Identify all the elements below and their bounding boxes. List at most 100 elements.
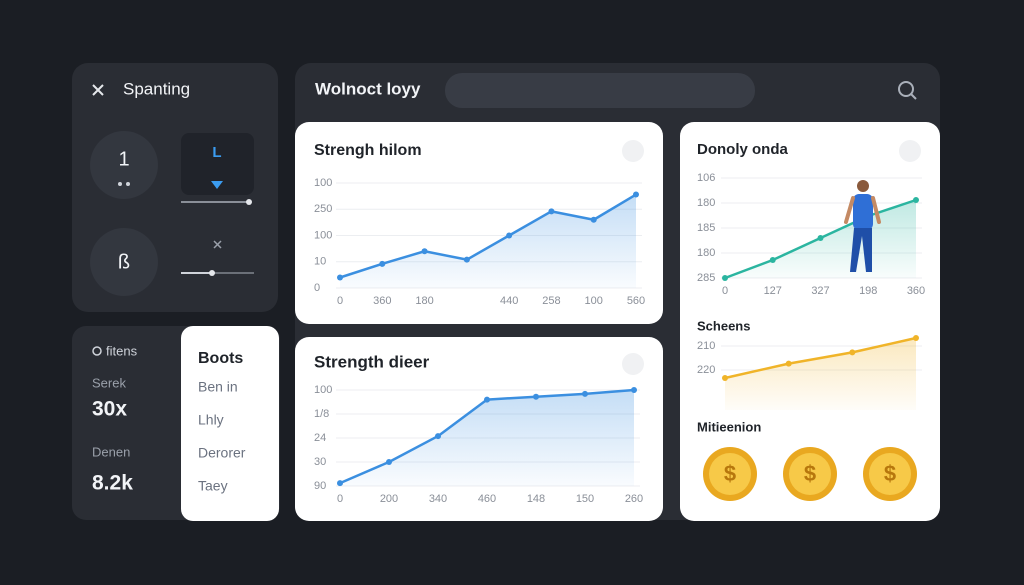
point (590, 216, 597, 223)
toggle-box[interactable] (181, 133, 254, 195)
stat-label: Denen (92, 444, 130, 459)
menu-item[interactable]: Ben in (198, 379, 238, 395)
x-tick-label: 200 (380, 493, 398, 505)
point (463, 256, 470, 263)
point (337, 274, 343, 281)
point (506, 232, 513, 239)
area (340, 194, 636, 288)
y-tick-label: 180 (697, 197, 715, 209)
x-tick-label: 340 (429, 493, 447, 505)
y-tick-label: 106 (697, 172, 715, 184)
y-tick-label: 220 (697, 364, 715, 376)
x-tick-label: 127 (764, 285, 782, 297)
coin-symbol: $ (884, 461, 896, 486)
x-tick-label: 0 (722, 285, 728, 297)
x-tick-label: 258 (542, 295, 560, 307)
y-tick-label: 210 (697, 340, 715, 352)
point (548, 208, 555, 215)
point (421, 248, 428, 255)
dot (118, 182, 122, 186)
icon-letter: ß (118, 251, 130, 273)
y-tick-label: 180 (697, 247, 715, 259)
search-icon[interactable] (898, 81, 914, 97)
point (849, 349, 856, 356)
point (722, 375, 728, 381)
x-tick-label: 180 (415, 295, 433, 307)
menu-item[interactable]: Taey (198, 478, 228, 494)
area (340, 390, 634, 486)
x-tick-label: 327 (811, 285, 829, 297)
coin-face (869, 453, 911, 495)
line (724, 336, 917, 380)
y-tick-label: 250 (314, 203, 332, 215)
area (725, 338, 916, 410)
menu-item[interactable]: Lhly (198, 412, 224, 428)
point (785, 360, 792, 367)
point (484, 396, 490, 403)
x-tick-label: 360 (907, 285, 925, 297)
x-tick-label: 100 (585, 295, 603, 307)
point (913, 335, 919, 341)
point (337, 480, 343, 487)
point (379, 260, 386, 267)
sidebar-title: Spanting (123, 79, 190, 98)
y-tick-label: 100 (314, 177, 332, 189)
menu-title: Boots (198, 350, 243, 367)
stats-icon (92, 346, 102, 356)
x-tick-label: 560 (627, 295, 645, 307)
point (633, 191, 639, 198)
coins: $ $ $ (703, 447, 917, 501)
point (769, 257, 776, 263)
small-close-icon[interactable] (213, 240, 222, 249)
y-tick-label: 90 (314, 480, 326, 492)
dot (126, 182, 130, 186)
chart-title: Strength dieer (314, 352, 430, 371)
line (339, 193, 637, 279)
x-tick-label: 198 (859, 285, 877, 297)
person-figure (844, 180, 881, 272)
point (817, 235, 824, 241)
point (435, 433, 441, 440)
search-icon-handle (910, 93, 917, 100)
menu-panel (181, 326, 279, 521)
chart-title: Scheens (697, 318, 750, 333)
icon-circle[interactable] (90, 228, 158, 296)
point (913, 197, 919, 203)
card-action[interactable] (622, 353, 644, 375)
point (722, 275, 728, 281)
dropdown-arrow (211, 181, 223, 189)
card-action[interactable] (899, 140, 921, 162)
x-tick-label: 460 (478, 493, 496, 505)
point (582, 390, 588, 397)
section-title: Mitieenion (697, 419, 761, 434)
point (533, 393, 539, 400)
chart-title: Donoly onda (697, 141, 788, 158)
stat-value: 8.2k (92, 472, 133, 495)
coin-face (709, 453, 751, 495)
slider-thumb[interactable] (246, 199, 252, 205)
coin-symbol: $ (724, 461, 736, 486)
stats-title: fitens (106, 343, 138, 358)
card-action[interactable] (622, 140, 644, 162)
y-tick-label: 10 (314, 256, 326, 268)
y-tick-label: 100 (314, 384, 332, 396)
y-tick-label: 0 (314, 282, 320, 294)
x-tick-label: 148 (527, 493, 545, 505)
y-tick-label: 30 (314, 456, 326, 468)
x-tick-label: 260 (625, 493, 643, 505)
slider-thumb[interactable] (209, 270, 215, 276)
avatar-circle[interactable] (90, 131, 158, 199)
stat-label: Serek (92, 375, 126, 390)
search-bar[interactable] (445, 73, 755, 108)
menu-item[interactable]: Derorer (198, 445, 246, 461)
y-tick-label: 285 (697, 272, 715, 284)
point (631, 387, 637, 393)
close-icon[interactable] (92, 84, 104, 96)
badge: 1 (118, 148, 129, 170)
x-tick-label: 0 (337, 493, 343, 505)
y-tick-label: 185 (697, 222, 715, 234)
point (386, 459, 392, 465)
y-tick-label: 24 (314, 432, 326, 444)
